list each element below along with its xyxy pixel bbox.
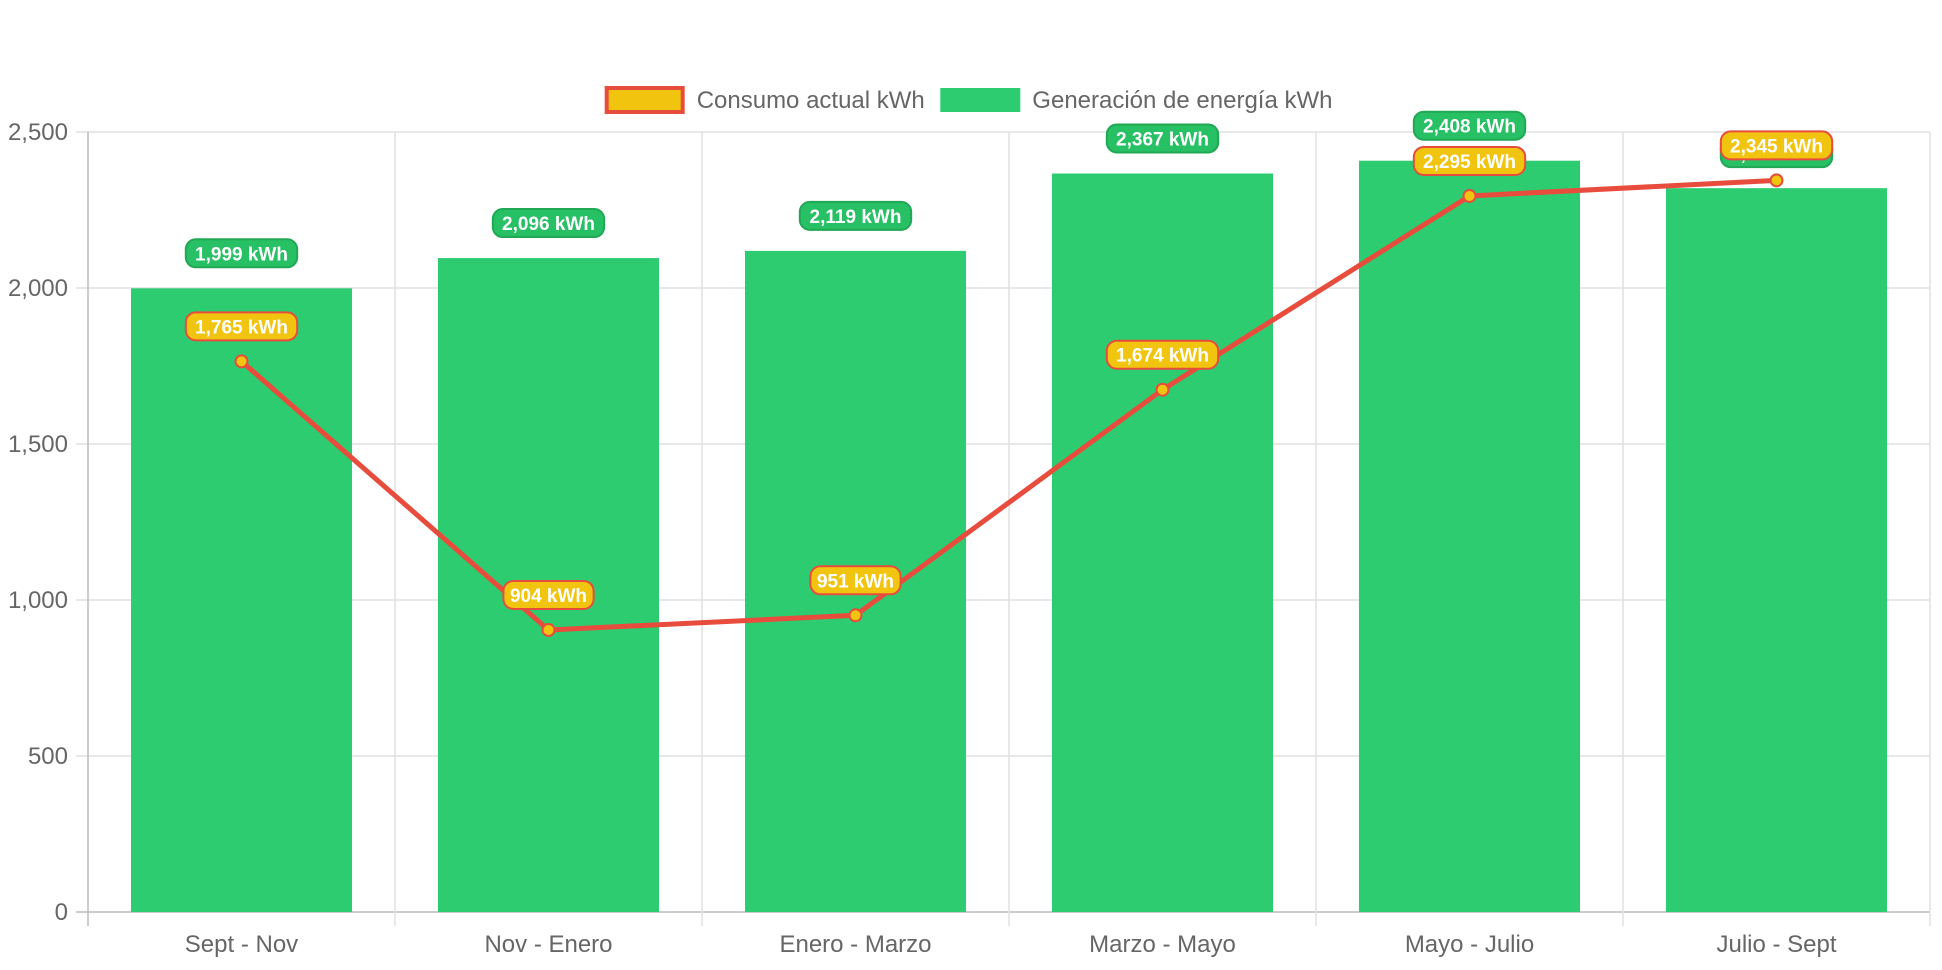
bar-data-label: 2,408 kWh bbox=[1412, 110, 1527, 141]
consumption-line bbox=[239, 177, 1777, 633]
grid-layer bbox=[76, 131, 1931, 926]
line-data-label: 951 kWh bbox=[809, 565, 902, 596]
legend[interactable]: Consumo actual kWh Generación de energía … bbox=[604, 86, 1333, 114]
consumption-point[interactable] bbox=[1155, 382, 1170, 397]
bar-data-label-text: 2,408 kWh bbox=[1423, 117, 1516, 138]
x-tick-label: Enero - Marzo bbox=[779, 931, 931, 958]
line-data-label: 2,345 kWh bbox=[1719, 130, 1834, 161]
x-tick-label: Nov - Enero bbox=[484, 931, 612, 958]
legend-swatch bbox=[604, 86, 685, 114]
y-tick-label: 0 bbox=[55, 899, 68, 926]
bar-data-label-background bbox=[1105, 123, 1220, 154]
y-tick-label: 500 bbox=[28, 743, 68, 770]
line-data-label: 1,765 kWh bbox=[184, 311, 299, 342]
bar[interactable] bbox=[1358, 160, 1581, 913]
y-tick-label: 2,000 bbox=[8, 275, 68, 302]
bar[interactable] bbox=[1051, 173, 1274, 913]
line-data-label-background bbox=[1105, 339, 1220, 370]
line-data-label-text: 1,765 kWh bbox=[195, 317, 288, 338]
x-tick-label: Julio - Sept bbox=[1716, 931, 1836, 958]
line-data-label: 2,295 kWh bbox=[1412, 145, 1527, 176]
y-tick-label: 2,500 bbox=[8, 119, 68, 146]
bar-data-label-background bbox=[491, 208, 606, 239]
bar-data-label-text: 2,096 kWh bbox=[502, 214, 595, 235]
bar-data-label-background bbox=[1412, 110, 1527, 141]
line-data-label-text: 2,295 kWh bbox=[1423, 152, 1516, 173]
line-data-label-text: 2,345 kWh bbox=[1730, 136, 1823, 157]
legend-item[interactable]: Generación de energía kWh bbox=[940, 87, 1332, 114]
x-tick-label: Mayo - Julio bbox=[1405, 931, 1534, 958]
x-tick-label: Marzo - Mayo bbox=[1089, 931, 1236, 958]
legend-swatch bbox=[940, 88, 1021, 112]
bar-data-label-text: 2,367 kWh bbox=[1116, 129, 1209, 150]
line-data-label-background bbox=[184, 311, 299, 342]
consumption-point[interactable] bbox=[541, 622, 556, 637]
bar-data-label: 2,367 kWh bbox=[1105, 123, 1220, 154]
bar-data-label-background bbox=[184, 238, 299, 269]
line-data-label-text: 951 kWh bbox=[817, 571, 894, 592]
bar-data-label: 2,096 kWh bbox=[491, 208, 606, 239]
legend-label: Generación de energía kWh bbox=[1032, 87, 1332, 114]
consumption-point[interactable] bbox=[1769, 173, 1784, 188]
bar-data-label-text: 2,119 kWh bbox=[810, 207, 902, 228]
legend-item[interactable]: Consumo actual kWh bbox=[604, 86, 925, 114]
line-data-label: 1,674 kWh bbox=[1105, 339, 1220, 370]
y-tick-label: 1,500 bbox=[8, 431, 68, 458]
line-data-label-background bbox=[502, 579, 595, 610]
line-data-label-background bbox=[809, 565, 902, 596]
line-data-label-text: 1,674 kWh bbox=[1116, 346, 1209, 367]
axis-layer: 0 500 1,000 1,500 2,000 2,500 Sept - Nov Nov - … bbox=[8, 119, 1837, 958]
bar-data-label: 1,999 kWh bbox=[184, 238, 299, 269]
y-tick-label: 1,000 bbox=[8, 587, 68, 614]
consumption-point[interactable] bbox=[848, 608, 863, 623]
line-data-label-background bbox=[1412, 145, 1527, 176]
bar-data-label-text: 1,999 kWh bbox=[195, 244, 288, 265]
line-layer bbox=[234, 173, 1784, 637]
legend-label: Consumo actual kWh bbox=[697, 87, 925, 114]
bar[interactable] bbox=[1665, 188, 1888, 912]
line-data-label: 904 kWh bbox=[502, 579, 595, 610]
line-data-label-text: 904 kWh bbox=[510, 586, 587, 607]
x-tick-label: Sept - Nov bbox=[185, 931, 298, 958]
consumption-point[interactable] bbox=[234, 354, 249, 369]
bar-data-label-background bbox=[798, 200, 913, 231]
labels-layer: 1,999 kWh 2,096 kWh 2,119 kWh 2,367 kWh 2,40… bbox=[184, 110, 1834, 610]
bar-data-label: 2,119 kWh bbox=[798, 200, 913, 231]
line-data-label-background bbox=[1719, 130, 1834, 161]
consumption-point[interactable] bbox=[1462, 188, 1477, 203]
bar[interactable] bbox=[130, 288, 353, 912]
